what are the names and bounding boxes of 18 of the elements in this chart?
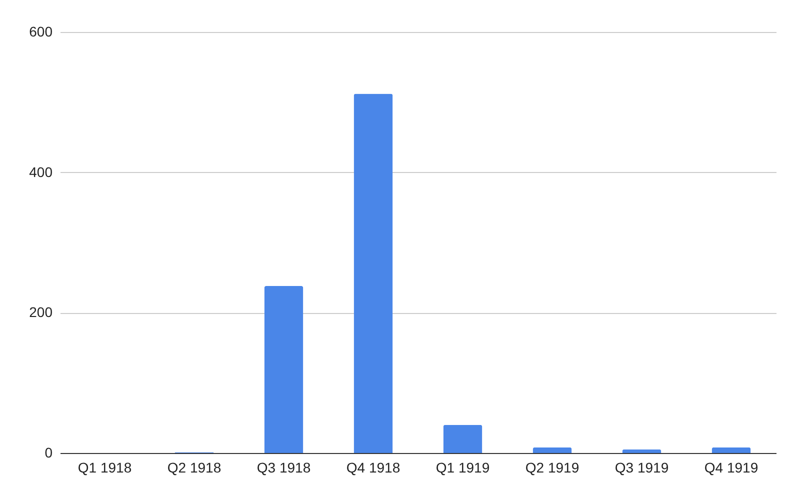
y-tick-label: 400 [29,164,53,180]
x-tick-label: Q3 1919 [614,460,669,476]
x-tick-label: Q4 1919 [704,460,758,476]
bar [354,94,393,453]
bar [264,286,304,453]
bar [532,447,572,453]
x-tick-label: Q2 1918 [167,460,222,476]
y-tick-label: 0 [44,444,53,460]
bar [712,447,751,453]
x-tick-label: Q2 1919 [525,460,580,476]
bar [622,449,662,453]
x-tick-label: Q1 1918 [78,460,132,476]
y-tick-label: 600 [29,24,53,40]
x-tick-label: Q3 1918 [256,460,311,476]
x-tick-label: Q4 1918 [346,460,400,476]
bar [443,424,482,453]
y-tick-label: 200 [29,304,53,320]
x-tick-label: Q1 1919 [436,460,490,476]
